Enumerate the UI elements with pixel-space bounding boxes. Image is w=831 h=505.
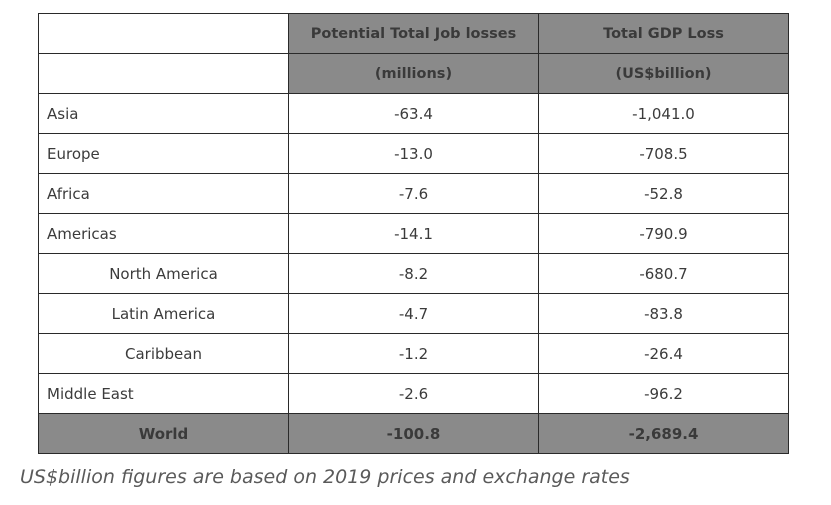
table-row: Middle East -2.6 -96.2: [38, 373, 789, 414]
gdp-loss-cell: -708.5: [538, 133, 789, 174]
gdp-loss-cell: -1,041.0: [538, 93, 789, 134]
total-gdp-loss-cell: -2,689.4: [538, 413, 789, 454]
job-gdp-loss-table-container: Potential Total Job losses Total GDP Los…: [38, 13, 789, 454]
header-row-1: Potential Total Job losses Total GDP Los…: [38, 13, 789, 54]
subregion-cell: Latin America: [38, 293, 289, 334]
region-cell: Europe: [38, 133, 289, 174]
job-losses-cell: -1.2: [288, 333, 539, 374]
region-cell: Asia: [38, 93, 289, 134]
gdp-loss-cell: -83.8: [538, 293, 789, 334]
table-row: Latin America -4.7 -83.8: [38, 293, 789, 334]
table-row: Europe -13.0 -708.5: [38, 133, 789, 174]
region-cell: Africa: [38, 173, 289, 214]
job-losses-cell: -63.4: [288, 93, 539, 134]
total-job-losses-cell: -100.8: [288, 413, 539, 454]
table-row: Asia -63.4 -1,041.0: [38, 93, 789, 134]
total-region-cell: World: [38, 413, 289, 454]
region-cell: Middle East: [38, 373, 289, 414]
header-gdp-loss-unit: (US$billion): [538, 53, 789, 94]
total-row: World -100.8 -2,689.4: [38, 413, 789, 454]
subregion-cell: North America: [38, 253, 289, 294]
gdp-loss-cell: -96.2: [538, 373, 789, 414]
job-gdp-loss-table: Potential Total Job losses Total GDP Los…: [38, 13, 789, 454]
header-job-losses-unit: (millions): [288, 53, 539, 94]
job-losses-cell: -7.6: [288, 173, 539, 214]
subregion-cell: Caribbean: [38, 333, 289, 374]
header-blank-cell: [38, 53, 289, 94]
region-cell: Americas: [38, 213, 289, 254]
gdp-loss-cell: -680.7: [538, 253, 789, 294]
header-gdp-loss: Total GDP Loss: [538, 13, 789, 54]
job-losses-cell: -13.0: [288, 133, 539, 174]
gdp-loss-cell: -790.9: [538, 213, 789, 254]
header-row-2: (millions) (US$billion): [38, 53, 789, 94]
gdp-loss-cell: -26.4: [538, 333, 789, 374]
gdp-loss-cell: -52.8: [538, 173, 789, 214]
job-losses-cell: -2.6: [288, 373, 539, 414]
header-job-losses: Potential Total Job losses: [288, 13, 539, 54]
job-losses-cell: -4.7: [288, 293, 539, 334]
table-row: Africa -7.6 -52.8: [38, 173, 789, 214]
header-blank-cell: [38, 13, 289, 54]
job-losses-cell: -14.1: [288, 213, 539, 254]
table-row: Caribbean -1.2 -26.4: [38, 333, 789, 374]
footnote: US$billion figures are based on 2019 pri…: [20, 466, 630, 488]
table-row: North America -8.2 -680.7: [38, 253, 789, 294]
table-row: Americas -14.1 -790.9: [38, 213, 789, 254]
job-losses-cell: -8.2: [288, 253, 539, 294]
